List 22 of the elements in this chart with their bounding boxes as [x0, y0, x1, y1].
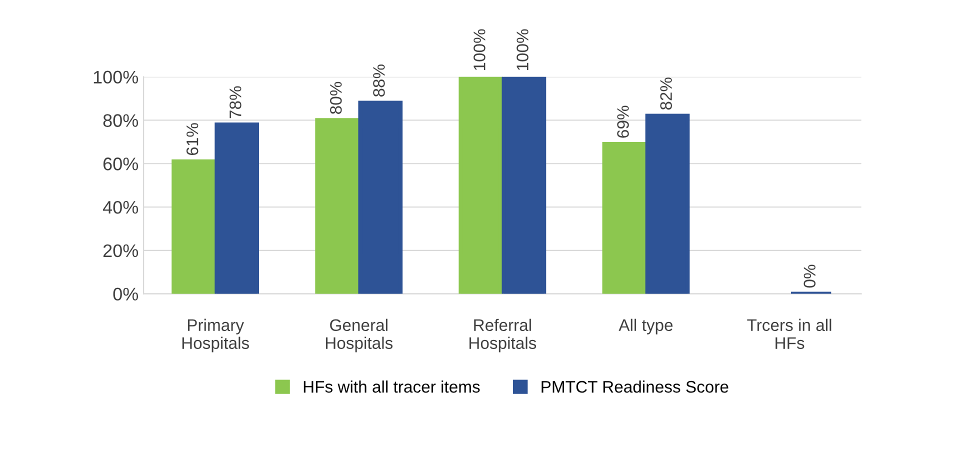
data-label: 0%: [804, 264, 816, 288]
y-tick-label: 80%: [103, 114, 138, 127]
data-label: 69%: [617, 106, 629, 138]
y-tick-label: 0%: [113, 288, 138, 301]
y-tick-label: 60%: [103, 158, 138, 170]
y-tick-label: 100%: [94, 70, 138, 84]
x-tick-label: Primary Hospitals: [182, 318, 249, 352]
data-label: 88%: [373, 64, 385, 97]
data-label: 100%: [516, 29, 528, 70]
x-tick-label: All type: [618, 318, 673, 334]
x-tick-label: Referral Hospitals: [470, 318, 536, 352]
legend-label: PMTCT Readiness Score: [542, 380, 728, 393]
x-tick-label: General Hospitals: [326, 318, 393, 352]
data-label: 100%: [474, 29, 486, 70]
x-tick-label: Trcers in all HFs: [747, 318, 832, 349]
y-tick-label: 40%: [102, 200, 138, 214]
legend-label: HFs with all tracer items: [304, 380, 480, 393]
y-tick-label: 20%: [103, 244, 138, 258]
data-label: 78%: [230, 86, 242, 118]
data-label: 82%: [660, 78, 672, 110]
data-label: 61%: [186, 123, 198, 156]
data-label: 80%: [330, 82, 342, 114]
